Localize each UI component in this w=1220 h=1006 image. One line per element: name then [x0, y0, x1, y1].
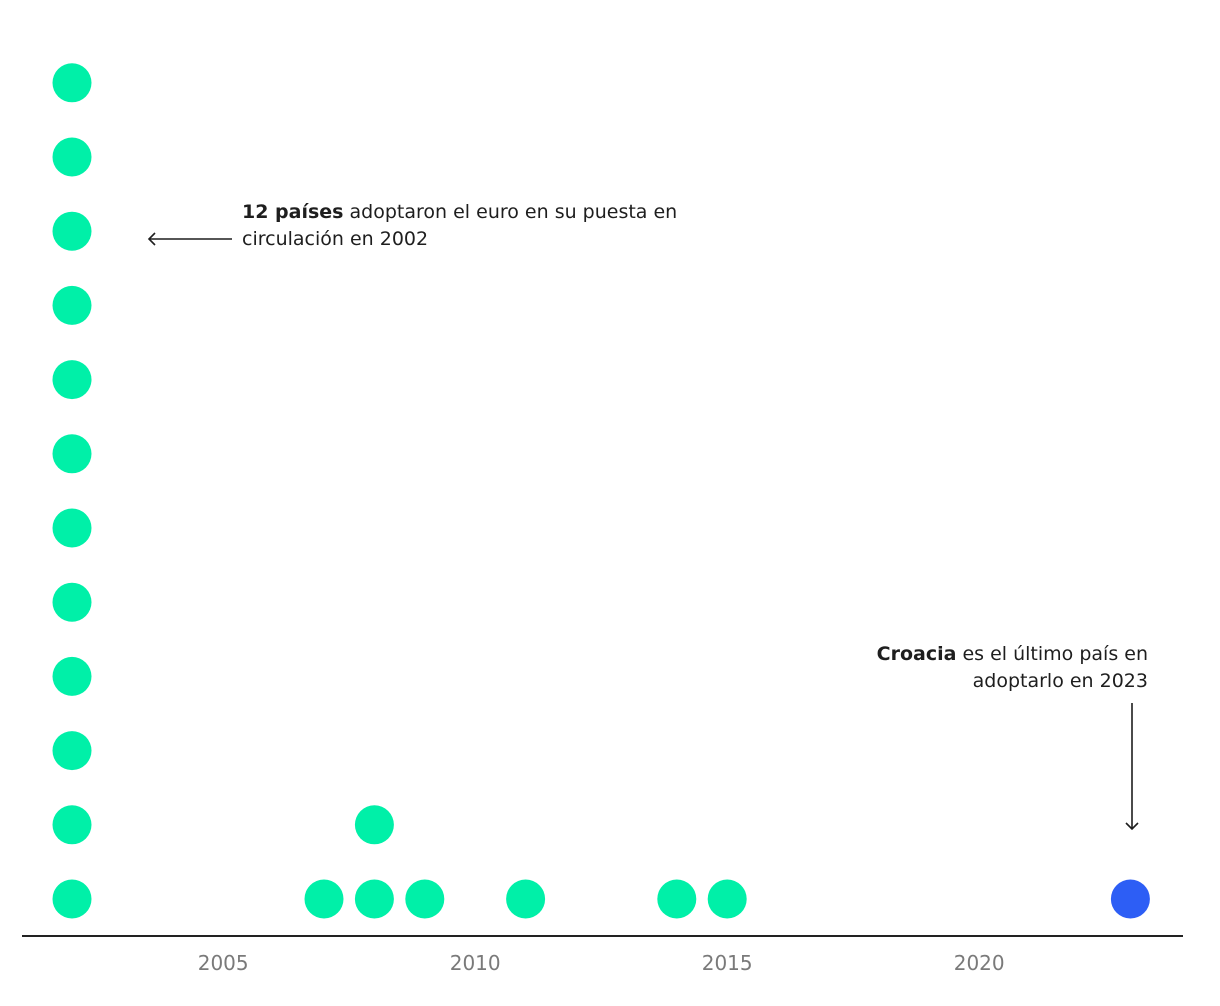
country-dot-2023-1 — [1110, 879, 1150, 919]
annotation-2023: Croacia es el último país en adoptarlo e… — [846, 641, 1148, 695]
country-dot-2002-5 — [52, 582, 92, 622]
country-dot-2002-2 — [52, 805, 92, 845]
annotation-2002: 12 países adoptaron el euro en su puesta… — [242, 199, 702, 253]
country-dot-2002-1 — [52, 879, 92, 919]
annotation-2002-text: adoptaron el euro en su puesta en circul… — [242, 201, 678, 250]
dots-layer — [52, 63, 1150, 919]
x-tick-label-2005: 2005 — [198, 951, 249, 975]
country-dot-2002-4 — [52, 656, 92, 696]
country-dot-2002-6 — [52, 508, 92, 548]
country-dot-2002-11 — [52, 137, 92, 177]
country-dot-2011-1 — [506, 879, 546, 919]
x-axis-ticks: 2005 2010 2015 2020 — [198, 951, 1005, 975]
country-dot-2002-8 — [52, 360, 92, 400]
country-dot-2008-2 — [354, 805, 394, 845]
annotation-2023-bold: Croacia — [876, 643, 957, 665]
country-dot-2002-12 — [52, 63, 92, 103]
country-dot-2002-9 — [52, 285, 92, 325]
country-dot-2002-7 — [52, 434, 92, 474]
country-dot-2007-1 — [304, 879, 344, 919]
x-tick-label-2015: 2015 — [702, 951, 753, 975]
annotation-2002-bold: 12 países — [242, 201, 344, 223]
x-tick-label-2020: 2020 — [954, 951, 1005, 975]
x-tick-label-2010: 2010 — [450, 951, 501, 975]
country-dot-2014-1 — [657, 879, 697, 919]
country-dot-2008-1 — [354, 879, 394, 919]
country-dot-2015-1 — [707, 879, 747, 919]
country-dot-2009-1 — [405, 879, 445, 919]
country-dot-2002-3 — [52, 731, 92, 771]
annotation-2023-text: es el último país en adoptarlo en 2023 — [956, 643, 1148, 692]
country-dot-2002-10 — [52, 211, 92, 251]
